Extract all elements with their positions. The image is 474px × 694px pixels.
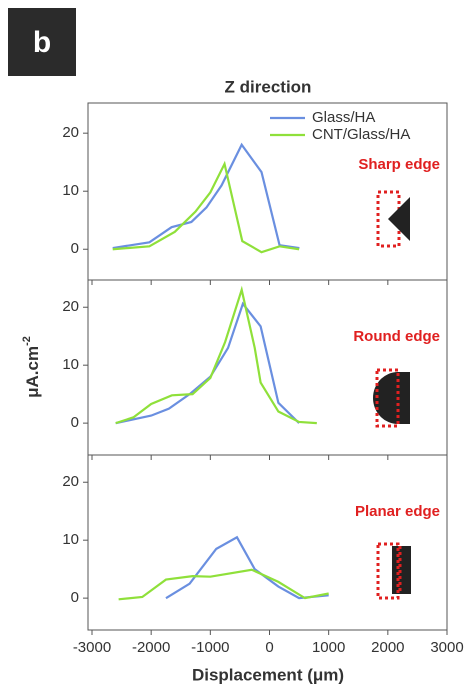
x-tick-label: 1000 <box>312 639 345 656</box>
sample-outline <box>375 368 400 428</box>
annotation: Planar edge <box>355 503 440 520</box>
sharp-edge-icon <box>388 197 410 241</box>
y-tick-label: 0 <box>71 414 79 431</box>
legend-label: CNT/Glass/HA <box>312 126 410 143</box>
y-tick-label: 20 <box>62 124 79 141</box>
y-axis-label-sup: -2 <box>21 336 33 346</box>
round-edge-icon <box>373 372 410 424</box>
legend-label: Glass/HA <box>312 109 375 126</box>
annotation: Sharp edge <box>358 156 440 173</box>
y-axis-label: μA.cm-2 <box>21 336 43 398</box>
y-tick-label: 0 <box>71 240 79 257</box>
plot-frame <box>87 279 448 456</box>
x-tick-label: 0 <box>265 639 273 656</box>
chart-title: Z direction <box>225 77 312 96</box>
data-line <box>112 160 300 254</box>
x-tick-label: -3000 <box>73 639 111 656</box>
x-tick-label: 3000 <box>430 639 463 656</box>
y-tick-label: 10 <box>62 531 79 548</box>
panel-label-box <box>8 8 76 76</box>
data-line <box>165 535 329 600</box>
y-tick-label: 10 <box>62 356 79 373</box>
y-tick-label: 20 <box>62 473 79 490</box>
panel-label: b <box>33 26 51 59</box>
x-tick-label: -2000 <box>132 639 170 656</box>
x-axis-label: Displacement (μm) <box>192 665 344 684</box>
plot-frame <box>87 454 448 631</box>
data-line <box>115 301 300 425</box>
y-tick-label: 0 <box>71 589 79 606</box>
data-line <box>118 568 329 601</box>
y-tick-label: 20 <box>62 298 79 315</box>
x-tick-label: -1000 <box>191 639 229 656</box>
y-tick-label: 10 <box>62 182 79 199</box>
x-tick-label: 2000 <box>371 639 404 656</box>
y-axis-label-main: μA.cm <box>23 346 42 398</box>
sample-outline <box>376 542 400 600</box>
data-line <box>112 142 300 250</box>
annotation: Round edge <box>353 328 440 345</box>
data-line <box>115 285 317 425</box>
